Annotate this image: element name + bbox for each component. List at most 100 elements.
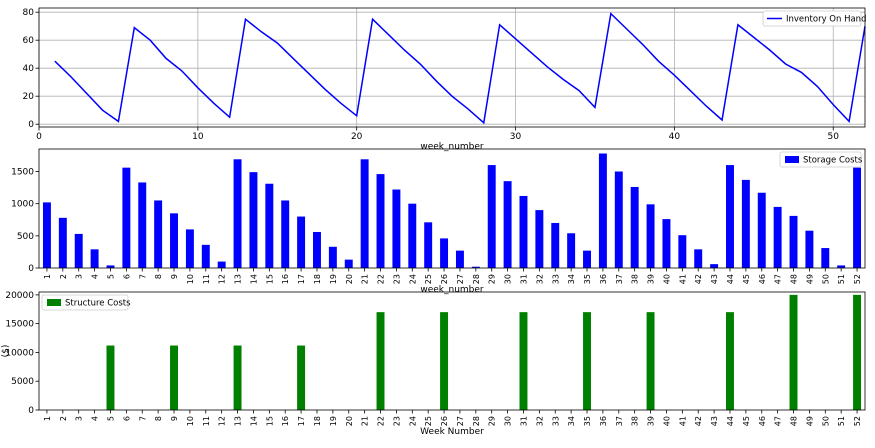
x-tick-label: 21: [361, 274, 370, 284]
storage-legend: Storage Costs: [779, 151, 863, 168]
inventory-x-ticks: 0 10 20 30 40 50: [36, 127, 839, 142]
storage-x-axis-label: week_number: [420, 285, 484, 295]
x-tick-label: 31: [519, 274, 528, 284]
x-tick-label: 45: [742, 416, 751, 426]
x-tick-label: 44: [726, 274, 735, 284]
inventory-line-series: [54, 12, 866, 125]
bar-week-21: [360, 159, 369, 268]
x-tick-label: 26: [440, 274, 449, 284]
x-tick-label: 37: [615, 274, 624, 284]
x-tick-label: 18: [313, 416, 322, 426]
structure-legend-label: Structure Costs: [65, 299, 131, 309]
x-tick-label: 46: [758, 274, 767, 284]
inventory-legend-box: [762, 10, 862, 27]
y-tick-label: 1000: [11, 200, 34, 210]
x-tick-label: 26: [440, 416, 449, 426]
structure-plot-frame: [38, 291, 866, 411]
storage-costs-bar-chart: 1 2 3 4 5 6 7 8 9 10 11 12 13 14 15 16 17 18 19 20 21 22 23 24 2…: [11, 148, 866, 295]
structure-legend-swatch: [47, 299, 61, 306]
x-tick-label: 43: [710, 274, 719, 284]
bar-week-43: [710, 264, 719, 268]
bar-week-48: [789, 215, 798, 268]
bar-week-18: [313, 231, 321, 268]
bar-week-31: [519, 312, 528, 410]
x-tick-label: 15: [265, 416, 274, 426]
x-tick-label: 4: [91, 274, 100, 279]
structure-costs-bar-chart: 1 2 3 4 5 6 7 8 9 10 11 12 13 14 15 16 17 18 19 20 21 22 23 24 2…: [1, 291, 866, 437]
x-tick-label: 46: [758, 416, 767, 426]
x-tick-label: 44: [726, 416, 735, 426]
x-tick-label: 36: [599, 274, 608, 284]
x-tick-label: 15: [265, 274, 274, 284]
x-tick-label: 49: [805, 416, 814, 426]
x-tick-label: 8: [154, 416, 163, 421]
x-tick-label: 2: [59, 274, 68, 279]
bar-week-5: [106, 345, 115, 410]
bar-week-41: [678, 235, 687, 268]
bar-week-2: [58, 217, 67, 268]
x-tick-label: 9: [170, 274, 179, 279]
x-tick-label: 39: [647, 274, 656, 284]
bar-week-10: [185, 229, 194, 268]
y-tick-label: 0: [28, 264, 34, 274]
x-tick-label: 49: [805, 274, 814, 284]
inventory-line: [54, 12, 866, 125]
x-tick-label: 21: [361, 416, 370, 426]
x-tick-label: 19: [329, 416, 338, 426]
bar-week-35: [583, 312, 591, 410]
structure-y-axis-label: ($): [1, 345, 11, 358]
x-tick-label: 38: [631, 416, 640, 426]
x-tick-label: 50: [821, 416, 830, 426]
x-tick-label: 40: [662, 274, 671, 284]
structure-x-ticks: 1 2 3 4 5 6 7 8 9 10 11 12 13 14 15 16 17 18 19 20 21 22 23 24 2…: [43, 410, 862, 426]
x-tick-label: 39: [647, 416, 656, 426]
x-tick-label: 6: [122, 274, 131, 279]
y-tick-label: 60: [23, 36, 35, 46]
x-tick-label: 42: [694, 416, 703, 426]
x-tick-label: 40: [662, 416, 671, 426]
x-tick-label: 5: [106, 416, 115, 421]
x-tick-label: 18: [313, 274, 322, 284]
bar-week-4: [90, 249, 99, 268]
x-tick-label: 13: [234, 416, 243, 426]
x-tick-label: 24: [408, 416, 417, 426]
bar-week-25: [424, 222, 433, 268]
x-tick-label: 10: [186, 416, 195, 426]
x-tick-label: 48: [790, 274, 799, 284]
x-tick-label: 28: [472, 416, 481, 426]
x-tick-label: 9: [170, 416, 179, 421]
y-tick-label: 1500: [11, 168, 34, 178]
bar-week-34: [567, 233, 576, 268]
bar-week-22: [376, 174, 385, 268]
x-tick-label: 27: [456, 416, 465, 426]
x-tick-label: 11: [202, 416, 211, 426]
x-tick-label: 16: [281, 274, 290, 284]
x-tick-label: 43: [710, 416, 719, 426]
x-tick-label: 32: [535, 416, 544, 426]
x-tick-label: 25: [424, 416, 433, 426]
bar-week-12: [217, 261, 226, 268]
bar-week-29: [487, 165, 496, 268]
x-tick-label: 1: [43, 274, 52, 279]
bar-week-3: [74, 233, 83, 268]
inventory-legend-label: Inventory On Hand: [786, 15, 866, 25]
x-tick-label: 29: [488, 416, 497, 426]
inventory-y-ticks: 0 20 40 60 80: [23, 8, 39, 130]
x-tick-label: 3: [75, 416, 84, 421]
bar-week-48: [789, 294, 798, 410]
x-tick-label: 7: [138, 416, 147, 421]
storage-y-ticks: 0 500 1000 1500: [11, 168, 39, 274]
x-tick-label: 38: [631, 274, 640, 284]
bar-week-13: [233, 159, 242, 268]
x-tick-label: 17: [297, 416, 306, 426]
bar-week-33: [551, 222, 560, 268]
x-tick-label: 20: [345, 274, 354, 284]
x-tick-label: 50: [828, 132, 840, 142]
x-tick-label: 19: [329, 274, 338, 284]
y-tick-label: 20: [23, 92, 35, 102]
storage-legend-box: [779, 151, 862, 168]
x-tick-label: 24: [408, 274, 417, 284]
x-tick-label: 7: [138, 274, 147, 279]
bar-week-17: [297, 345, 306, 410]
x-tick-label: 11: [202, 274, 211, 284]
